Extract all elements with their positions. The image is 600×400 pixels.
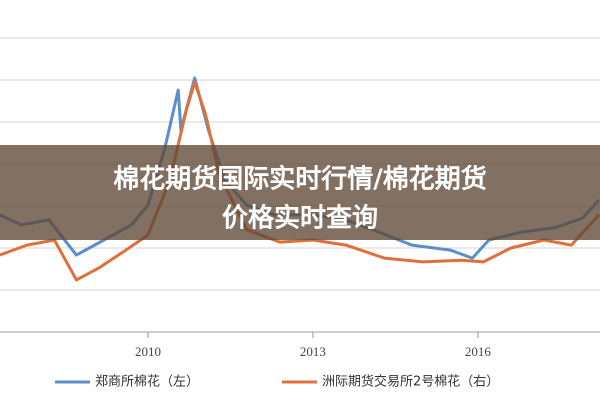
x-tick-label: 2016 [465, 344, 492, 359]
title-line: 棉花期货国际实时行情/棉花期货 [113, 164, 487, 195]
x-axis: 2010 2013 2016 [0, 331, 600, 359]
legend-label: 郑商所棉花（左） [95, 374, 199, 390]
x-tick-label: 2013 [300, 344, 326, 359]
x-tick-label: 2010 [135, 344, 161, 359]
title-banner [0, 145, 600, 240]
title-line: 价格实时查询 [222, 203, 378, 234]
legend-label: 洲际期货交易所2号棉花（右） [322, 374, 499, 390]
legend: 郑商所棉花（左） 洲际期货交易所2号棉花（右） [55, 374, 499, 390]
